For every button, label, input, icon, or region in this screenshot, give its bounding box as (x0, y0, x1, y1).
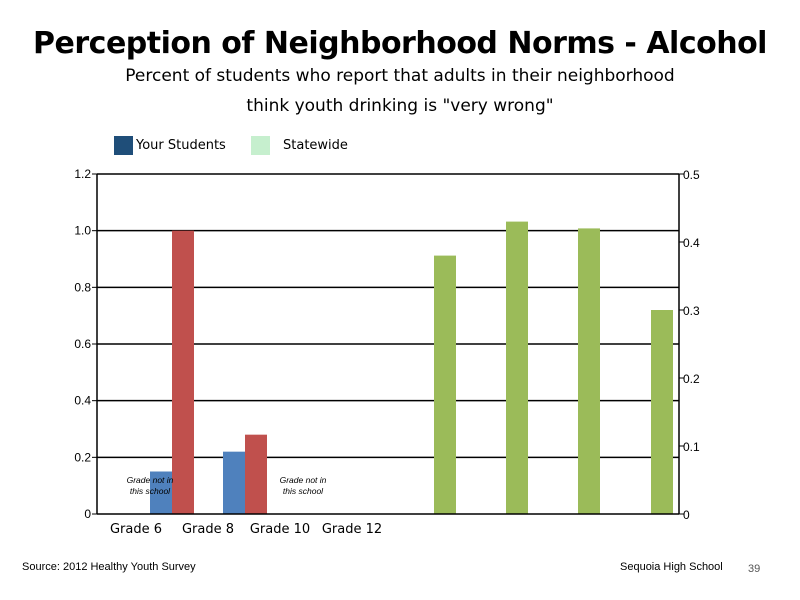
x-axis-category-label: Grade 12 (322, 522, 382, 537)
grade-note: Grade not in (280, 475, 327, 485)
grade-note: this school (130, 486, 171, 496)
left-axis-tick-label: 0.6 (74, 337, 91, 351)
x-axis-category-label: Grade 10 (250, 522, 310, 537)
legend-label-your-students: Your Students (136, 138, 226, 153)
right-axis-tick-label: 0.1 (683, 440, 700, 454)
chart-subtitle-line2: think youth drinking is "very wrong" (246, 96, 554, 116)
chart-title: Perception of Neighborhood Norms - Alcoh… (33, 26, 767, 61)
left-axis-tick-label: 0.4 (74, 394, 91, 408)
school-name: Sequoia High School (620, 561, 723, 573)
chart-subtitle-line1: Percent of students who report that adul… (125, 66, 675, 86)
x-axis-category-label: Grade 6 (110, 522, 162, 537)
right-axis-tick-label: 0 (683, 508, 690, 522)
left-axis-tick-label: 0.8 (74, 280, 91, 294)
your-students-bar (223, 451, 245, 514)
right-axis-tick-label: 0.4 (683, 236, 700, 250)
right-axis-tick-label: 0.3 (683, 304, 700, 318)
right-axis-tick-label: 0.2 (683, 372, 700, 386)
comparison-bar (172, 230, 194, 514)
legend-swatch-statewide (251, 136, 270, 155)
your-students-bar (150, 471, 172, 514)
left-axis-tick-label: 0.2 (74, 450, 91, 464)
statewide-bar (651, 310, 673, 514)
right-axis-tick-label: 0.5 (683, 168, 700, 182)
statewide-bar (434, 255, 456, 514)
grade-note: this school (283, 486, 324, 496)
comparison-bar (245, 434, 267, 514)
left-axis-tick-label: 1.2 (74, 167, 91, 181)
legend-swatch-your-students (114, 136, 133, 155)
statewide-bar (578, 228, 600, 514)
x-axis-category-label: Grade 8 (182, 522, 234, 537)
page-number: 39 (748, 563, 761, 575)
statewide-bar (506, 221, 528, 514)
source-note: Source: 2012 Healthy Youth Survey (22, 561, 196, 573)
left-axis-tick-label: 0 (84, 507, 91, 521)
left-axis-tick-label: 1.0 (74, 224, 91, 238)
legend-label-statewide: Statewide (283, 138, 348, 153)
grade-note: Grade not in (127, 475, 174, 485)
